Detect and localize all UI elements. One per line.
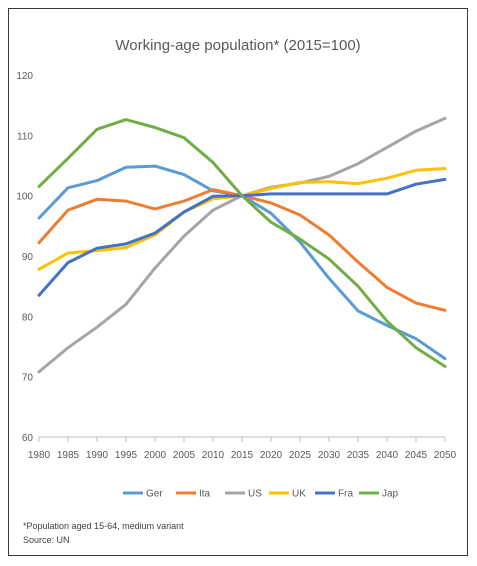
legend-label-ger: Ger — [146, 489, 163, 500]
x-tick-label: 2025 — [289, 450, 312, 461]
legend-label-us: US — [248, 489, 262, 500]
x-tick-label: 2030 — [318, 450, 341, 461]
x-tick-label: 2045 — [405, 450, 428, 461]
legend-label-jap: Jap — [382, 489, 399, 500]
series-line-jap — [37, 118, 447, 368]
x-tick-label: 2015 — [231, 450, 254, 461]
legend-label-fra: Fra — [338, 489, 353, 500]
x-tick-label: 2020 — [260, 450, 283, 461]
legend-label-uk: UK — [292, 489, 306, 500]
x-tick-label: 2050 — [434, 450, 457, 461]
y-tick-label: 100 — [16, 192, 33, 203]
x-tick-label: 1980 — [28, 450, 51, 461]
x-tick-label: 2005 — [173, 450, 196, 461]
y-tick-label: 60 — [22, 433, 34, 444]
y-tick-label: 120 — [16, 71, 33, 82]
x-tick-label: 2040 — [376, 450, 399, 461]
x-axis: 1980 1985 1990 1995 2000 2005 2010 2015 2020 2025… — [28, 436, 457, 461]
series-line-uk — [37, 167, 447, 271]
y-tick-label: 90 — [22, 252, 34, 263]
x-tick-label: 1995 — [115, 450, 138, 461]
x-tick-label: 2035 — [347, 450, 370, 461]
y-axis-ticks: 60 70 80 90 100 110 120 — [16, 71, 33, 444]
y-tick-label: 110 — [17, 131, 33, 142]
y-tick-label: 80 — [22, 312, 34, 323]
x-tick-label: 1985 — [57, 450, 80, 461]
legend-label-ita: Ita — [199, 489, 211, 500]
legend: Ger Ita US UK Fra Jap — [123, 489, 399, 500]
line-chart: Working-age population* (2015=100) 60 70 8… — [16, 37, 457, 500]
source-note: Source: UN — [23, 535, 70, 545]
series-line-us — [37, 116, 447, 374]
footnote: *Population aged 15-64, medium variant — [23, 521, 184, 531]
y-tick-label: 70 — [22, 373, 34, 384]
x-tick-label: 1990 — [86, 450, 109, 461]
x-tick-label: 2010 — [202, 450, 225, 461]
chart-title: Working-age population* (2015=100) — [115, 37, 360, 54]
x-tick-label: 2000 — [144, 450, 167, 461]
series-lines — [37, 116, 447, 374]
chart-frame: Working-age population* (2015=100) 60 70 8… — [8, 8, 468, 556]
